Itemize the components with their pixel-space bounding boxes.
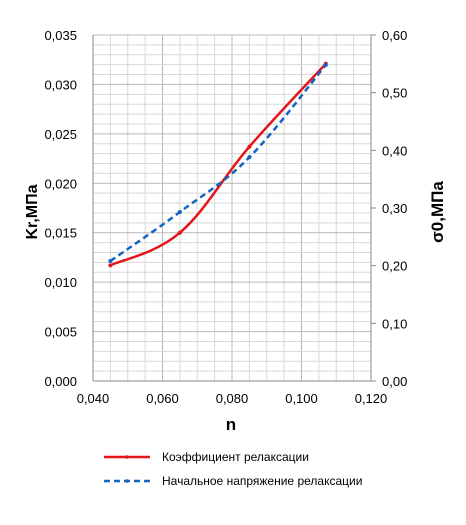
- data-point-initial-stress: [323, 62, 328, 67]
- y-right-tick-label: 0,00: [382, 374, 407, 389]
- data-point-initial-stress: [177, 210, 182, 215]
- y-axis-left-title: Kr,МПа: [24, 184, 41, 239]
- series-lines: [108, 61, 328, 268]
- data-point-relaxation-coefficient: [247, 144, 252, 149]
- y-right-tick-label: 0,30: [382, 201, 407, 216]
- tick-labels: 0,040 0,060 0,080 0,100 0,120 0,000 0,005 0,010…: [44, 28, 407, 406]
- x-tick-label: 0,040: [77, 391, 110, 406]
- y-left-tick-label: 0,015: [44, 226, 77, 241]
- y-left-tick-label: 0,030: [44, 77, 77, 92]
- data-point-initial-stress: [108, 259, 113, 264]
- legend-label-initial-stress: Начальное напряжение релаксации: [162, 474, 362, 488]
- x-tick-label: 0,120: [355, 391, 388, 406]
- x-axis-title: n: [226, 415, 236, 434]
- y-left-tick-label: 0,005: [44, 325, 77, 340]
- y-right-tick-label: 0,10: [382, 316, 407, 331]
- legend-marker-initial-stress: [125, 479, 129, 483]
- series-line-initial-stress: [109, 64, 327, 263]
- series-line-relaxation-coefficient: [109, 62, 327, 267]
- y-right-tick-label: 0,60: [382, 28, 407, 43]
- y-left-tick-label: 0,035: [44, 28, 77, 43]
- x-tick-label: 0,080: [216, 391, 249, 406]
- legend: Коэффициент релаксации Начальное напряже…: [104, 450, 362, 488]
- y-left-tick-label: 0,010: [44, 275, 77, 290]
- legend-label-relaxation-coefficient: Коэффициент релаксации: [162, 450, 309, 464]
- y-axis-right-title: σ0,МПа: [428, 181, 447, 243]
- data-point-initial-stress: [247, 155, 252, 160]
- legend-marker-relaxation-coefficient: [125, 455, 129, 459]
- grid: [92, 34, 372, 382]
- y-left-tick-label: 0,020: [44, 176, 77, 191]
- y-right-tick-label: 0,40: [382, 143, 407, 158]
- y-right-tick-label: 0,20: [382, 259, 407, 274]
- data-point-relaxation-coefficient: [177, 230, 182, 235]
- data-point-relaxation-coefficient: [108, 263, 113, 268]
- y-left-tick-label: 0,025: [44, 127, 77, 142]
- x-tick-label: 0,100: [285, 391, 318, 406]
- x-tick-label: 0,060: [146, 391, 179, 406]
- y-right-tick-label: 0,50: [382, 86, 407, 101]
- axes: [92, 34, 376, 382]
- y-left-tick-label: 0,000: [44, 374, 77, 389]
